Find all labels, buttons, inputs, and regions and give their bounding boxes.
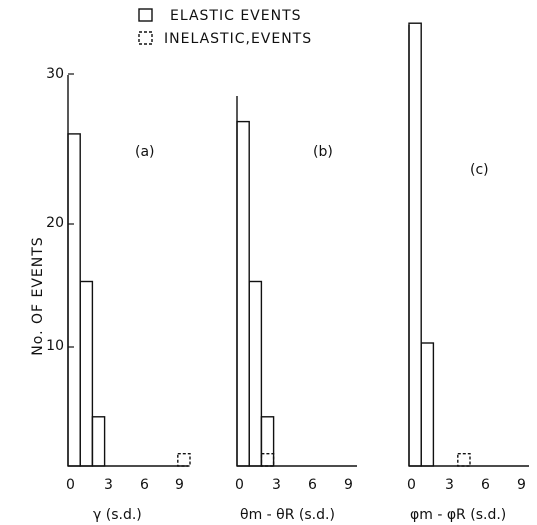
legend-inelastic-swatch: [138, 31, 153, 45]
panel-b-x-label: θm - θR (s.d.): [240, 507, 335, 523]
panel-b: (b) 0 3 6 9 θm - θR (s.d.): [235, 96, 357, 523]
y-tick-label-10: 10: [46, 338, 64, 354]
panel-b-inelastic-bar-bin-2: [260, 453, 275, 467]
panel-b-x-tick-9: 9: [344, 477, 353, 493]
legend: ELASTIC EVENTS INELASTIC,EVENTS: [138, 8, 312, 47]
panel-b-elastic-bar-bin-2: [260, 416, 275, 467]
y-axis-label: No. OF EVENTS: [30, 236, 46, 355]
panel-c-label: (c): [470, 162, 489, 178]
y-tick-label-20: 20: [46, 215, 64, 231]
panel-b-x-tick-labels: 0 3 6 9: [235, 477, 353, 493]
panel-b-x-tick-0: 0: [235, 477, 244, 493]
panel-c-inelastic-bar-bin-4: [457, 453, 471, 467]
y-tick-label-30: 30: [46, 66, 64, 82]
panel-b-label: (b): [313, 144, 333, 160]
panel-b-elastic-bar-bin-1: [248, 280, 263, 467]
legend-elastic-swatch: [138, 8, 153, 22]
panel-b-x-tick-3: 3: [272, 477, 281, 493]
panel-a-inelastic-bar-bin-9: [177, 453, 191, 467]
panel-c-x-tick-6: 6: [481, 477, 490, 493]
y-tick-labels: 30 20 10: [46, 66, 64, 354]
panel-a-x-tick-6: 6: [140, 477, 149, 493]
panel-c-x-label: φm - φR (s.d.): [410, 507, 506, 523]
panel-a-x-tick-3: 3: [104, 477, 113, 493]
panel-a-elastic-bar-bin-0: [67, 133, 81, 467]
panel-a-elastic-bar-bin-2: [91, 416, 106, 467]
panel-c-x-tick-0: 0: [407, 477, 416, 493]
panel-a-x-label: γ (s.d.): [93, 507, 142, 523]
legend-inelastic-label: INELASTIC,EVENTS: [164, 31, 312, 47]
panel-a-x-tick-9: 9: [175, 477, 184, 493]
panel-a-x-tick-labels: 0 3 6 9: [66, 477, 184, 493]
panel-a-bars: [67, 133, 191, 467]
panel-c-elastic-bar-bin-1: [420, 342, 435, 467]
panel-a: (a) 0 3 6 9 γ (s.d.): [66, 73, 191, 523]
panel-a-elastic-bar-bin-1: [79, 280, 94, 467]
panel-c: (c) 0 3 6 9 φm - φR (s.d.): [407, 22, 529, 523]
panel-b-bars: [236, 120, 275, 467]
panel-c-bars: [408, 22, 471, 467]
panel-c-x-tick-labels: 0 3 6 9: [407, 477, 526, 493]
panel-c-x-tick-9: 9: [517, 477, 526, 493]
panel-a-x-tick-0: 0: [66, 477, 75, 493]
panel-b-elastic-bar-bin-0: [236, 120, 250, 467]
panel-a-label: (a): [135, 144, 155, 160]
panel-a-y-ticks: [68, 73, 74, 348]
panel-c-elastic-bar-bin-0: [408, 22, 422, 467]
panel-b-x-tick-6: 6: [308, 477, 317, 493]
panel-c-x-tick-3: 3: [445, 477, 454, 493]
legend-elastic-label: ELASTIC EVENTS: [170, 8, 302, 24]
